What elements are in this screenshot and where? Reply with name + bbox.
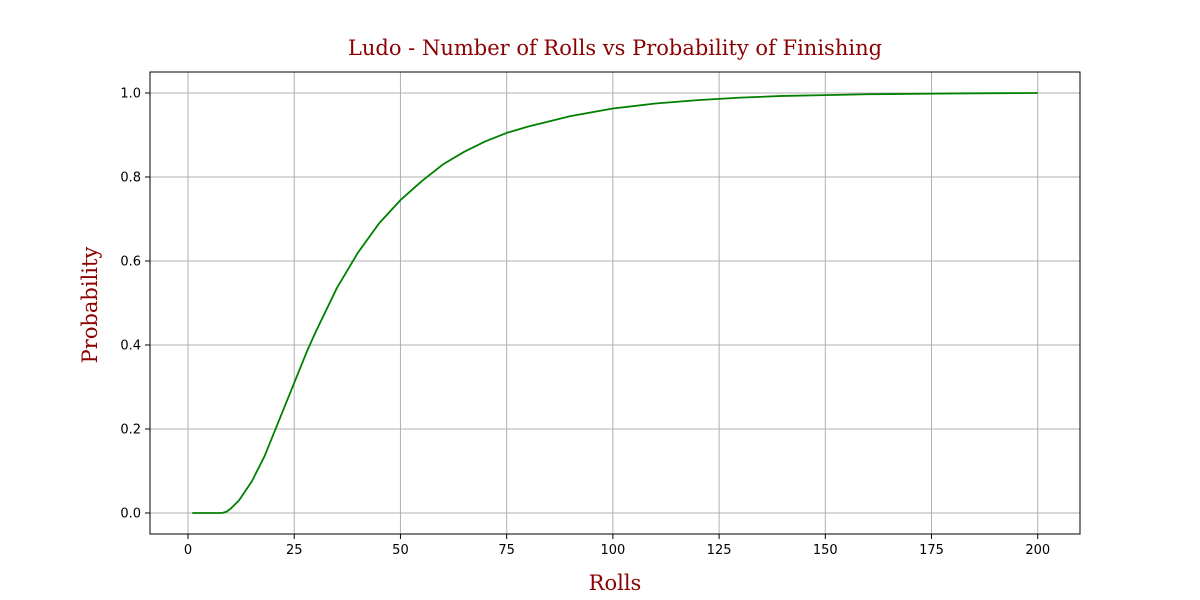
x-tick-label: 50	[392, 543, 409, 558]
y-axis-label: Probability	[78, 247, 102, 364]
x-tick-label: 25	[286, 543, 303, 558]
axis-ticks: 0 25 50 75 100 125 150 175 200 0.0 0.2 0.4 0.6 0.8 1.0	[120, 87, 1050, 559]
x-axis-label: Rolls	[589, 571, 642, 595]
chart-title: Ludo - Number of Rolls vs Probability of…	[348, 36, 882, 60]
y-tick-label: 0.6	[120, 255, 141, 270]
x-tick-label: 0	[184, 543, 192, 558]
x-tick-label: 125	[707, 543, 732, 558]
x-tick-label: 175	[919, 543, 944, 558]
x-tick-label: 200	[1025, 543, 1050, 558]
y-tick-label: 0.4	[120, 339, 141, 354]
y-tick-label: 1.0	[120, 87, 141, 102]
y-tick-label: 0.2	[120, 423, 141, 438]
x-tick-label: 75	[498, 543, 515, 558]
x-tick-label: 100	[600, 543, 625, 558]
probability-series-line	[192, 92, 1038, 514]
x-tick-label: 150	[813, 543, 838, 558]
y-tick-label: 0.8	[120, 171, 141, 186]
gridlines	[150, 72, 1080, 534]
y-tick-label: 0.0	[120, 507, 141, 522]
plot-area-frame	[149, 71, 1081, 535]
series-layer	[192, 92, 1038, 514]
